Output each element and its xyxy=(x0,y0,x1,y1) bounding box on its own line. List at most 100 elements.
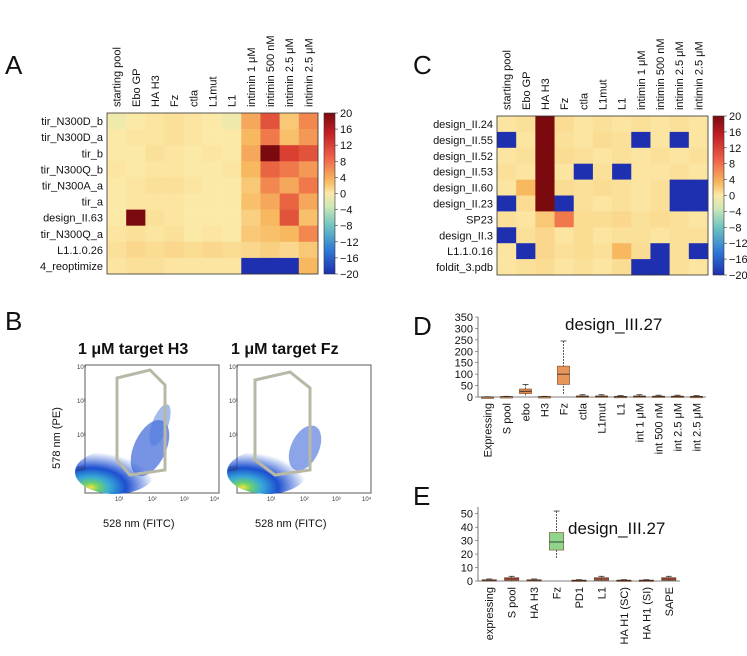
heatmap-cell xyxy=(164,225,185,243)
heatmap-row-label: design_II.63 xyxy=(43,213,103,225)
heatmap-cell xyxy=(260,241,280,259)
heatmap-cell xyxy=(535,116,555,133)
colorbar-tick-label: 12 xyxy=(729,143,741,155)
heatmap-cell xyxy=(202,193,223,210)
heatmap-cell xyxy=(183,161,204,178)
heatmap-column-label: intimin 2.5 μM xyxy=(284,38,296,107)
heatmap-column-label: intimin 1 μM xyxy=(246,47,258,107)
heatmap-cell xyxy=(279,177,300,194)
heatmap-cell xyxy=(222,209,242,226)
flow-plot-h3-xtick: 10⁴ xyxy=(210,496,220,503)
boxplot-category-label: L1 xyxy=(596,587,608,599)
heatmap-cell xyxy=(497,179,517,196)
flow-plot-fz-xtick: 10⁴ xyxy=(362,496,372,503)
heatmap-cell xyxy=(260,145,280,162)
flow-plot-h3-xtick: 10¹ xyxy=(115,497,124,503)
heatmap-cell xyxy=(516,163,536,180)
colorbar xyxy=(712,115,725,276)
heatmap-cell xyxy=(516,259,536,276)
heatmap-cell xyxy=(650,147,670,164)
heatmap-cell xyxy=(298,145,319,162)
heatmap-cell xyxy=(535,211,555,228)
heatmap-row-label: tir_N300Q_a xyxy=(41,229,104,241)
heatmap-cell xyxy=(183,209,204,226)
heatmap-cell xyxy=(592,163,613,180)
boxplot-ytick-label: 200 xyxy=(455,346,473,358)
flow-plot-h3-ytick: 10³ xyxy=(77,399,86,405)
heatmap-cell xyxy=(279,225,300,243)
heatmap-cell xyxy=(222,177,242,194)
heatmap-cell xyxy=(260,177,280,194)
heatmap-cell xyxy=(145,177,165,194)
heatmap-cell xyxy=(592,211,613,228)
colorbar-tick-label: −16 xyxy=(729,254,747,266)
heatmap-cell xyxy=(535,147,555,164)
colorbar-tick-label: 4 xyxy=(340,172,346,184)
heatmap-cell xyxy=(202,177,223,194)
heatmap-cell xyxy=(126,193,146,210)
heatmap-cell xyxy=(669,259,690,276)
heatmap-cell xyxy=(260,129,280,146)
heatmap-cell xyxy=(669,179,690,196)
panel-e-letter: E xyxy=(413,481,430,511)
flow-plot-h3-ytick: 10² xyxy=(77,433,86,439)
heatmap-cell xyxy=(222,241,242,259)
heatmap-row-label: design_II.53 xyxy=(433,167,493,179)
heatmap-column-label: ctla xyxy=(578,92,590,110)
heatmap-cell xyxy=(631,211,651,228)
heatmap-cell xyxy=(650,211,670,228)
heatmap-cell xyxy=(688,163,709,180)
flow-plot-h3-xlabel: 528 nm (FITC) xyxy=(103,518,175,530)
heatmap-cell xyxy=(164,177,185,194)
heatmap-cell xyxy=(497,243,517,260)
heatmap-cell xyxy=(183,193,204,210)
colorbar-tick-label: 20 xyxy=(340,108,352,120)
flow-plot-fz-xtick: 10³ xyxy=(332,497,341,503)
heatmap-cell xyxy=(298,257,319,275)
heatmap-cell xyxy=(612,211,632,228)
flow-title-h3: 1 μM target H3 xyxy=(78,341,188,358)
heatmap-cell xyxy=(126,257,146,275)
flow-plot-fz-gate xyxy=(253,370,312,477)
heatmap-cell xyxy=(298,193,319,210)
boxplot-title: design_III.27 xyxy=(568,519,665,538)
boxplot-category-label: int 500 nM xyxy=(654,403,666,454)
heatmap-cell xyxy=(554,116,575,133)
heatmap-row-label: L1.1.0.16 xyxy=(447,246,493,258)
heatmap-cell xyxy=(631,116,651,133)
heatmap-row-label: L1.1.0.26 xyxy=(57,245,103,257)
heatmap-cell xyxy=(260,193,280,210)
heatmap-cell xyxy=(612,147,632,164)
colorbar-tick-label: 16 xyxy=(729,127,741,139)
heatmap-cell xyxy=(573,195,594,212)
boxplot-ytick-label: 250 xyxy=(455,335,473,347)
flow-plot-fz-xtick: 10¹ xyxy=(267,497,276,503)
boxplot-category-label: HA H1 (SC) xyxy=(619,587,631,644)
heatmap-cell xyxy=(107,193,127,210)
heatmap-cell xyxy=(554,163,575,180)
heatmap-cell xyxy=(107,241,127,259)
heatmap-cell xyxy=(164,161,185,178)
boxplot-category-label: HA H1 (SI) xyxy=(641,587,653,640)
heatmap-cell xyxy=(688,147,709,164)
heatmap-cell xyxy=(592,227,613,244)
heatmap-cell xyxy=(669,163,690,180)
heatmap-cell xyxy=(279,257,300,275)
heatmap-cell xyxy=(107,257,127,275)
heatmap-cell xyxy=(573,179,594,196)
heatmap-cell xyxy=(535,179,555,196)
heatmap-a: tir_N300D_b tir_N300D_a tir_b tir_N300Q_bti… xyxy=(40,35,359,281)
heatmap-cell xyxy=(669,147,690,164)
heatmap-cell xyxy=(298,113,319,130)
heatmap-cell xyxy=(612,131,632,149)
heatmap-cell xyxy=(516,243,536,260)
heatmap-column-label: intimin 2.5 μM xyxy=(674,41,686,110)
heatmap-cell xyxy=(592,131,613,149)
heatmap-column-label: intimin 500 nM xyxy=(265,35,277,107)
heatmap-cell xyxy=(164,209,185,226)
boxplot-category-label: H3 xyxy=(540,403,552,417)
heatmap-cell xyxy=(497,259,517,276)
flow-plot-fz-ytick: 10³ xyxy=(229,399,238,405)
boxplot-ytick-label: 0 xyxy=(467,576,473,588)
heatmap-cell xyxy=(145,225,165,243)
